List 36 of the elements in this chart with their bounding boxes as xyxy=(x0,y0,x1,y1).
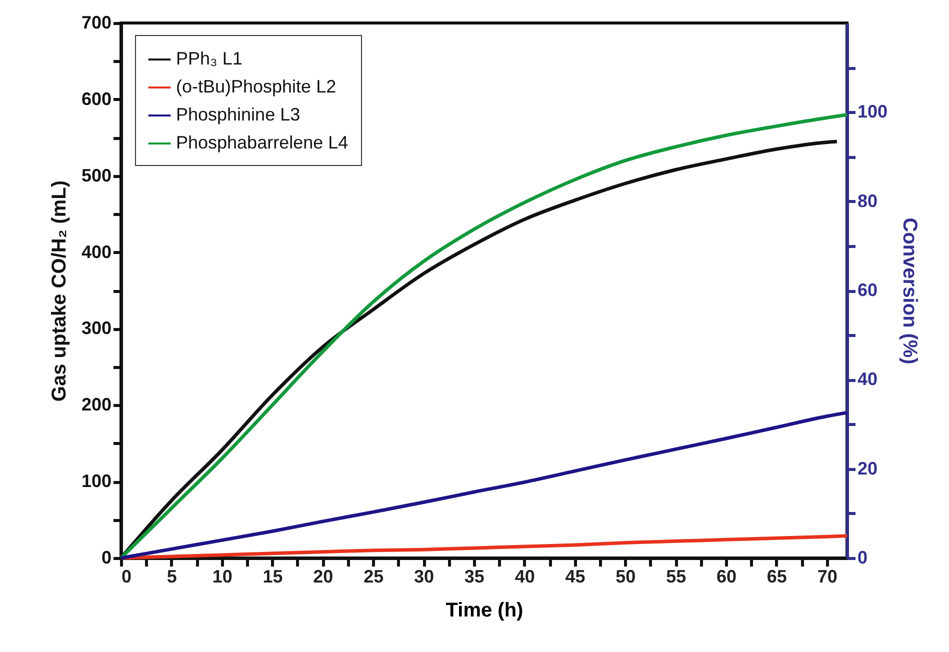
y2-tick-label: 20 xyxy=(858,458,878,478)
x-tick-label: 0 xyxy=(122,566,132,586)
x-axis-title: Time (h) xyxy=(446,600,524,622)
y-tick-label: 600 xyxy=(81,88,112,109)
y-tick-label: 400 xyxy=(81,242,112,262)
y2-tick-label: 40 xyxy=(858,369,878,390)
x-tick-label: 65 xyxy=(766,566,787,586)
y-tick-label: 300 xyxy=(81,318,112,338)
x-tick-label: 15 xyxy=(262,566,283,586)
y-tick-label: 0 xyxy=(101,548,112,568)
y-tick-label: 500 xyxy=(81,165,112,186)
legend-label: Phosphinine L3 xyxy=(176,104,300,124)
y2-tick-label: 100 xyxy=(858,102,888,122)
y-tick-label: 200 xyxy=(81,394,112,415)
x-tick-label: 20 xyxy=(313,566,334,586)
x-tick-label: 10 xyxy=(212,566,232,586)
y2-axis-title: Conversion (%) xyxy=(898,218,921,364)
x-tick-label: 25 xyxy=(364,566,384,586)
y-tick-label: 700 xyxy=(81,12,112,32)
y2-tick-label: 80 xyxy=(858,190,878,211)
x-tick-label: 30 xyxy=(414,566,434,586)
legend-label: (o-tBu)Phosphite L2 xyxy=(176,76,336,96)
x-tick-label: 50 xyxy=(616,566,636,586)
x-tick-label: 45 xyxy=(565,566,586,586)
x-tick-label: 60 xyxy=(716,566,737,586)
x-tick-label: 35 xyxy=(464,566,484,586)
legend-label: PPh₃ L1 xyxy=(176,48,242,68)
x-tick-label: 40 xyxy=(514,566,535,586)
y2-tick-label: 60 xyxy=(858,280,878,300)
x-tick-label: 5 xyxy=(166,566,177,586)
y2-tick-label: 0 xyxy=(858,548,868,568)
x-tick-label: 70 xyxy=(817,566,838,586)
legend-label: Phosphabarrelene L4 xyxy=(176,132,348,152)
x-tick-label: 55 xyxy=(666,566,686,586)
y-axis-title: Gas uptake CO/H₂ (mL) xyxy=(48,180,70,402)
y-tick-label: 100 xyxy=(81,471,112,492)
